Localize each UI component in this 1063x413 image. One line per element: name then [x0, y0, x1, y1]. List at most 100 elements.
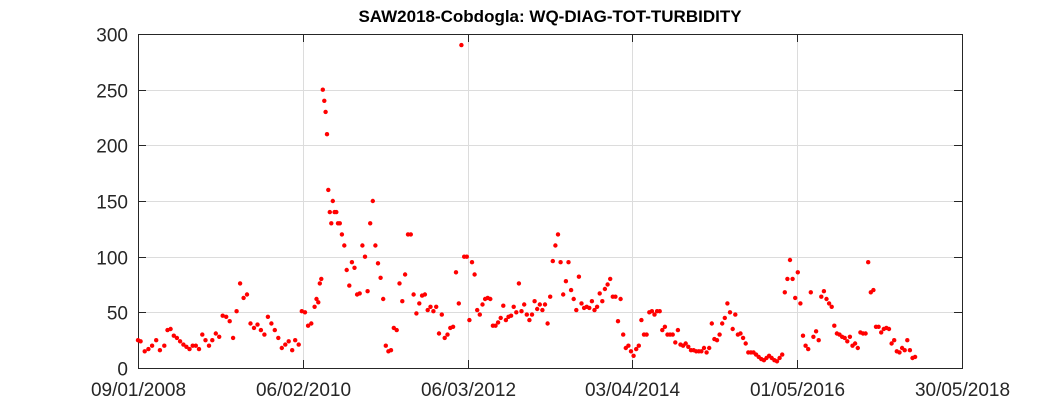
data-point	[803, 343, 808, 348]
data-point	[602, 286, 608, 292]
data-point	[464, 254, 469, 259]
data-point	[417, 301, 422, 306]
data-point	[842, 335, 847, 341]
data-point	[323, 109, 328, 115]
data-point	[305, 323, 311, 328]
data-point	[826, 301, 832, 306]
data-point	[798, 301, 803, 306]
data-point	[309, 321, 314, 326]
tick-layer: 09/01/2008 06/02/2010 06/03/2012 03/04/2014…	[91, 26, 1010, 402]
data-point	[434, 304, 439, 309]
data-point	[535, 306, 540, 312]
data-point	[339, 232, 345, 237]
data-point	[722, 315, 727, 321]
data-point	[621, 332, 626, 337]
data-point	[782, 290, 787, 295]
data-point	[587, 305, 592, 311]
data-point	[196, 346, 202, 352]
data-point	[436, 331, 442, 336]
data-point	[162, 343, 167, 348]
data-point	[912, 354, 918, 360]
data-point	[686, 344, 691, 349]
data-point	[574, 307, 579, 313]
data-point	[184, 344, 189, 349]
data-point	[813, 329, 819, 334]
data-point	[334, 209, 339, 215]
data-point	[262, 332, 267, 337]
data-point	[286, 339, 291, 344]
data-point	[498, 315, 503, 321]
data-point	[832, 323, 837, 328]
data-point	[720, 321, 725, 326]
data-point	[327, 209, 332, 215]
data-point	[316, 300, 321, 305]
data-point	[558, 260, 563, 265]
data-point	[670, 332, 675, 337]
data-point	[636, 343, 641, 348]
data-point	[527, 317, 532, 323]
y-tick-label: 150	[96, 193, 128, 214]
data-point	[545, 321, 550, 326]
data-point	[326, 187, 331, 193]
data-point	[790, 276, 795, 282]
x-tick-label: 01/05/2016	[750, 380, 845, 401]
data-point	[568, 287, 574, 293]
data-point	[808, 290, 813, 295]
data-point	[824, 296, 829, 302]
data-point	[662, 324, 668, 329]
data-point	[330, 198, 335, 204]
data-point	[360, 243, 365, 248]
data-point	[733, 312, 738, 317]
data-point	[673, 340, 678, 345]
data-point	[503, 317, 509, 323]
data-point	[785, 276, 790, 282]
data-point	[206, 343, 212, 348]
data-point	[738, 331, 743, 336]
x-tick-label: 03/04/2014	[585, 380, 681, 401]
x-tick-label: 30/05/2018	[915, 380, 1010, 401]
data-point	[819, 294, 824, 299]
data-point	[821, 289, 827, 294]
data-point	[548, 294, 553, 299]
data-point	[475, 307, 480, 313]
data-point	[472, 272, 477, 277]
data-point	[365, 289, 370, 294]
data-point	[203, 338, 208, 343]
data-point	[561, 292, 566, 297]
data-point	[193, 343, 198, 348]
data-point	[213, 331, 218, 336]
data-point	[402, 272, 408, 277]
data-point	[383, 343, 388, 348]
data-point	[615, 319, 621, 324]
data-point	[704, 350, 709, 355]
data-point	[251, 325, 257, 331]
data-point	[542, 302, 548, 307]
data-point	[652, 312, 657, 317]
data-point	[613, 294, 618, 299]
data-point	[302, 310, 308, 315]
data-point	[863, 331, 868, 336]
data-point	[871, 287, 876, 293]
data-point	[224, 314, 229, 319]
data-point	[439, 312, 444, 317]
data-point	[217, 334, 222, 339]
data-point	[453, 270, 459, 275]
data-point	[777, 355, 782, 361]
data-point	[816, 338, 821, 343]
data-point	[269, 321, 274, 326]
data-point	[237, 281, 243, 286]
data-point	[320, 87, 325, 92]
data-point	[279, 345, 284, 351]
data-point	[370, 198, 375, 204]
data-point	[177, 339, 183, 344]
data-point	[157, 348, 163, 353]
data-point	[806, 346, 811, 352]
data-point	[265, 314, 271, 319]
data-point	[501, 303, 506, 308]
data-point	[626, 343, 631, 348]
data-point	[373, 243, 378, 248]
data-point	[349, 260, 355, 265]
data-point	[852, 341, 858, 346]
data-point	[600, 299, 605, 304]
